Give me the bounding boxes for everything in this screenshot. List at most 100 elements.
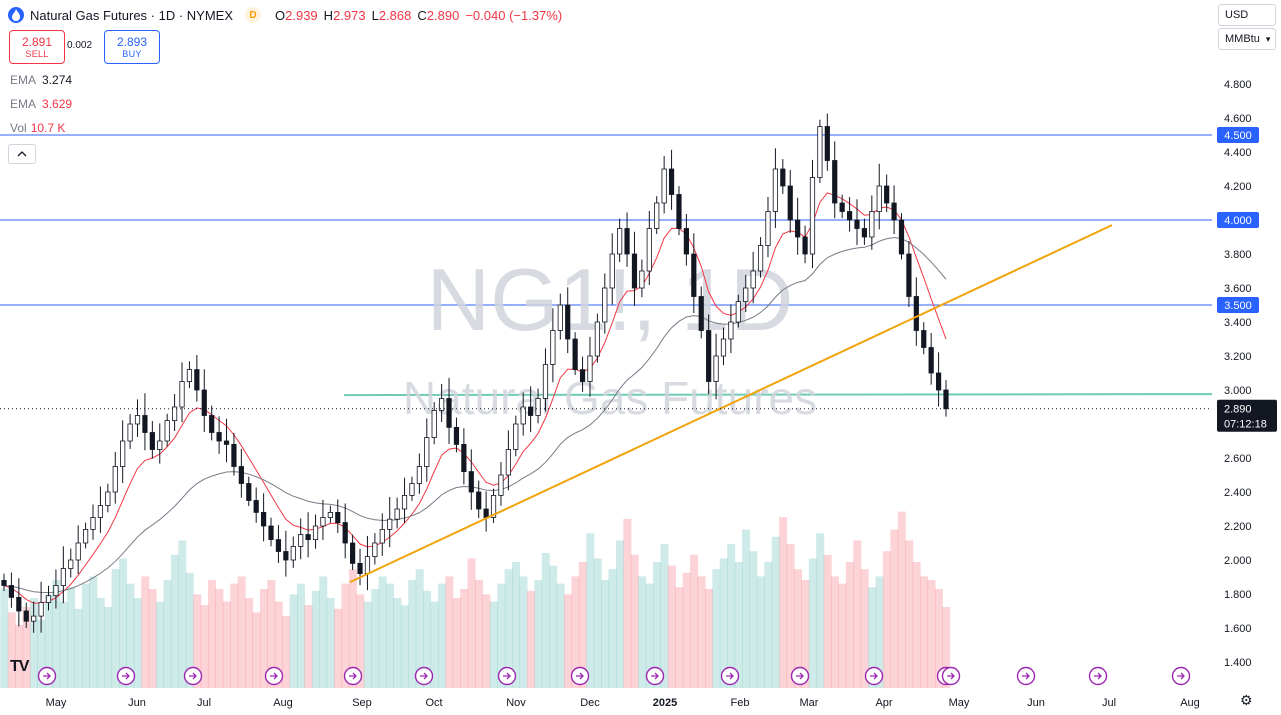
event-marker-icon[interactable] bbox=[645, 666, 665, 686]
volume-bar bbox=[326, 598, 335, 688]
volume-bar bbox=[67, 587, 76, 688]
volume-bar bbox=[534, 580, 543, 688]
candle-body bbox=[490, 494, 497, 518]
volume-bar bbox=[927, 580, 936, 688]
candle-body bbox=[772, 168, 779, 212]
volume-bar bbox=[200, 605, 209, 688]
volume-bar bbox=[319, 576, 328, 688]
volume-bar bbox=[742, 529, 751, 688]
delayed-badge[interactable]: D bbox=[245, 7, 261, 23]
event-marker-icon[interactable] bbox=[414, 666, 434, 686]
candle-body bbox=[839, 202, 845, 212]
event-marker-icon[interactable] bbox=[720, 666, 740, 686]
close-value: 2.890 bbox=[426, 7, 460, 23]
candle-body bbox=[928, 347, 934, 374]
trend-lines bbox=[349, 224, 1113, 584]
price-tick-label: 3.200 bbox=[1224, 351, 1252, 363]
event-marker-icon[interactable] bbox=[116, 666, 136, 686]
volume-bar bbox=[74, 608, 83, 688]
event-marker-icon[interactable] bbox=[183, 666, 203, 686]
event-marker-arrow bbox=[576, 672, 584, 680]
candle-body bbox=[861, 228, 868, 238]
indicator-ema-fast[interactable]: EMA 3.274 bbox=[10, 73, 72, 87]
volume-bar bbox=[764, 562, 773, 688]
event-marker-icon[interactable] bbox=[1088, 666, 1108, 686]
candle-body bbox=[698, 296, 704, 331]
buy-button[interactable]: 2.893 BUY bbox=[104, 30, 160, 64]
indicator-ema-slow[interactable]: EMA 3.629 bbox=[10, 97, 72, 111]
candle-body bbox=[668, 168, 675, 195]
event-marker-icon[interactable] bbox=[264, 666, 284, 686]
volume-bar bbox=[630, 554, 639, 688]
symbol-title[interactable]: Natural Gas Futures · 1D · NYMEX bbox=[30, 7, 233, 23]
candle-body bbox=[661, 168, 667, 204]
time-tick-label: Jul bbox=[1102, 697, 1116, 709]
event-marker-icon[interactable] bbox=[37, 666, 57, 686]
volume-bar bbox=[126, 583, 135, 688]
event-marker-icon[interactable] bbox=[1016, 666, 1036, 686]
volume-bar bbox=[185, 572, 194, 688]
high-value: 2.973 bbox=[333, 7, 366, 23]
volume-bar bbox=[771, 536, 780, 688]
volume-bar bbox=[334, 608, 343, 688]
unit-select[interactable]: MMBtu ▾ bbox=[1218, 28, 1276, 50]
event-marker-icon[interactable] bbox=[1171, 666, 1191, 686]
watermark-name: Natural Gas Futures bbox=[403, 372, 817, 424]
sell-label: SELL bbox=[25, 49, 49, 59]
candle-body bbox=[884, 185, 890, 204]
volume-bar bbox=[408, 580, 417, 688]
event-marker-icon[interactable] bbox=[570, 666, 590, 686]
candle-body bbox=[97, 505, 104, 518]
volume-bar bbox=[237, 576, 246, 688]
volume-bar bbox=[452, 598, 461, 688]
event-marker-icon[interactable] bbox=[343, 666, 363, 686]
volume-bar bbox=[252, 612, 261, 688]
time-tick-label: 2025 bbox=[653, 697, 677, 709]
candle-body bbox=[639, 270, 645, 289]
price-levels bbox=[0, 134, 1215, 397]
candle-body bbox=[350, 542, 356, 564]
event-markers bbox=[37, 666, 1191, 686]
flame-icon bbox=[8, 7, 24, 23]
candle-body bbox=[795, 219, 801, 238]
event-marker-icon[interactable] bbox=[790, 666, 810, 686]
volume-bar bbox=[719, 558, 728, 688]
currency-select[interactable]: USD bbox=[1218, 4, 1276, 26]
candle-body bbox=[728, 321, 734, 340]
candle-body bbox=[676, 194, 682, 229]
volume-bar bbox=[104, 607, 113, 688]
candle-body bbox=[646, 228, 652, 272]
volume-bar bbox=[52, 580, 61, 688]
candle-body bbox=[409, 483, 415, 496]
gear-icon[interactable]: ⚙ bbox=[1240, 692, 1253, 708]
candle-body bbox=[765, 211, 771, 246]
sell-price: 2.891 bbox=[21, 35, 53, 49]
time-tick-label: Aug bbox=[273, 697, 293, 709]
time-tick-label: Jun bbox=[1027, 697, 1045, 709]
volume-bar bbox=[615, 540, 624, 688]
event-marker-icon[interactable] bbox=[864, 666, 884, 686]
volume-bar bbox=[512, 562, 521, 688]
candle-body bbox=[461, 443, 467, 472]
indicator-name: Vol bbox=[10, 121, 27, 135]
candle-body bbox=[505, 449, 511, 476]
candle-body bbox=[142, 415, 148, 433]
candle-body bbox=[550, 330, 556, 365]
volume-bar bbox=[341, 583, 350, 688]
candle-body bbox=[268, 525, 274, 541]
volume-bar bbox=[15, 625, 24, 688]
volume-bar bbox=[289, 594, 298, 688]
ema-lines bbox=[3, 192, 947, 604]
sell-button[interactable]: 2.891 SELL bbox=[9, 30, 65, 64]
event-marker-arrow bbox=[1177, 672, 1185, 680]
volume-bar bbox=[734, 562, 743, 688]
event-marker-icon[interactable] bbox=[941, 666, 961, 686]
chevron-up-icon[interactable] bbox=[8, 144, 36, 164]
candle-body bbox=[112, 466, 118, 493]
indicator-volume[interactable]: Vol 10.7 K bbox=[10, 121, 65, 135]
volume-bar bbox=[816, 533, 825, 688]
event-marker-icon[interactable] bbox=[497, 666, 517, 686]
open-value: 2.939 bbox=[285, 7, 318, 23]
price-tick-label: 3.000 bbox=[1224, 385, 1252, 397]
